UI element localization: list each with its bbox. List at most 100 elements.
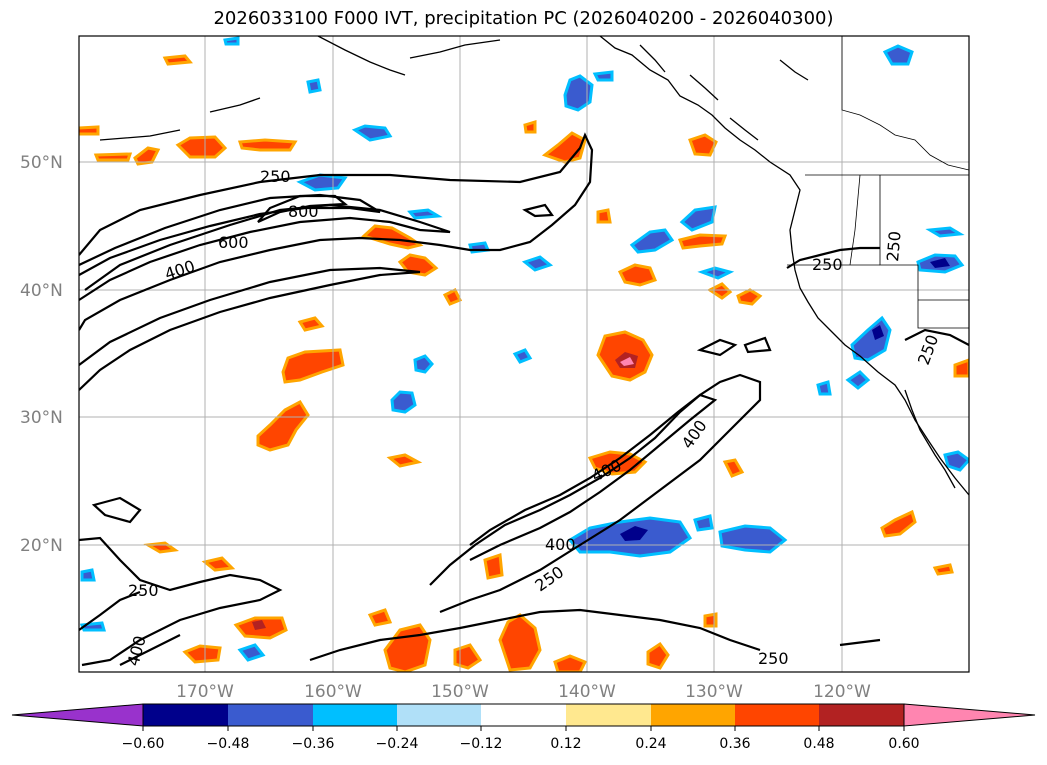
colorbar-segment xyxy=(819,704,904,726)
ivt-contour-blob xyxy=(91,203,772,524)
precip-blob-pos xyxy=(297,316,325,332)
colorbar-tick-label: −0.12 xyxy=(460,736,503,752)
colorbar-extend-high xyxy=(903,703,1036,727)
precip-blob-pos xyxy=(182,644,222,664)
lon-label: 150°W xyxy=(431,682,489,702)
colorbar-tick-label: −0.36 xyxy=(292,736,335,752)
colorbar-segment xyxy=(228,704,313,726)
precip-blob-neg xyxy=(882,44,914,66)
precip-blob-neg xyxy=(620,526,648,541)
precip-blob-pos xyxy=(722,458,745,478)
precip-blob-neg xyxy=(80,568,96,582)
precip-blob-pos xyxy=(707,282,733,300)
contour-label: 250 xyxy=(758,649,789,668)
precip-blob-neg xyxy=(521,255,554,272)
lat-label: 30°N xyxy=(20,408,63,428)
precip-blob-pos xyxy=(646,641,670,670)
precip-blob-pos xyxy=(237,138,298,152)
precip-blob-pos xyxy=(498,613,542,672)
ivt-contour-250-east xyxy=(904,328,969,346)
precip-blob-neg xyxy=(816,380,832,396)
precip-blob-neg xyxy=(237,643,266,662)
colorbar: −0.60 −0.48 −0.36 −0.24 −0.12 0.12 0.24 … xyxy=(11,703,1036,752)
ivt-contours xyxy=(79,132,969,667)
colorbar-ticks xyxy=(142,726,905,731)
ivt-contour-250-low xyxy=(309,608,881,662)
ivt-contour-250-band xyxy=(429,373,762,614)
colorbar-tick-label: −0.48 xyxy=(207,736,250,752)
ivt-contour-400 xyxy=(79,203,451,301)
ivt-contour-400b xyxy=(79,266,421,391)
precip-blob-neg xyxy=(845,370,871,390)
lon-label: 130°W xyxy=(685,682,743,702)
precip-blob-pos xyxy=(880,509,917,538)
colorbar-tick-label: −0.24 xyxy=(376,736,419,752)
precip-blob-pos xyxy=(688,133,718,157)
colorbar-segment xyxy=(566,704,651,726)
precip-shading xyxy=(79,36,969,672)
precip-blob-pos xyxy=(736,288,763,306)
precip-blob-neg xyxy=(563,74,594,112)
colorbar-segment xyxy=(481,704,566,726)
colorbar-tick-label: 0.36 xyxy=(719,736,750,752)
precip-blob-pos xyxy=(386,453,423,468)
ivt-contour-400-sw xyxy=(79,590,181,666)
lat-labels: 50°N 40°N 30°N 20°N xyxy=(20,153,63,556)
precip-blob-neg xyxy=(943,450,969,472)
contour-label: 250 xyxy=(812,255,843,274)
colorbar-segment xyxy=(313,704,397,726)
contour-label: 250 xyxy=(128,581,159,600)
colorbar-tick-label: 0.24 xyxy=(635,736,666,752)
precip-blob-pos xyxy=(93,152,133,162)
precip-blob-pos xyxy=(252,620,266,630)
contour-label: 800 xyxy=(288,202,319,221)
colorbar-segment xyxy=(143,704,228,726)
precip-blob-pos xyxy=(596,208,612,224)
ivt-contour-600 xyxy=(79,193,381,276)
contour-label: 250 xyxy=(883,230,905,262)
lat-label: 20°N xyxy=(20,536,63,556)
precip-blob-neg xyxy=(390,390,417,414)
contour-label: 400 xyxy=(545,535,576,554)
precip-blob-neg xyxy=(512,348,533,364)
colorbar-segment xyxy=(397,704,481,726)
colorbar-segment xyxy=(735,704,819,726)
precip-blob-pos xyxy=(620,357,634,366)
precip-blob-pos xyxy=(175,135,228,159)
precip-blob-pos xyxy=(953,358,969,378)
graticule xyxy=(79,36,969,672)
lon-label: 120°W xyxy=(813,682,871,702)
coastline xyxy=(99,36,969,496)
precip-blob-neg xyxy=(693,514,714,532)
precip-blob-pos xyxy=(367,608,393,627)
precip-blob-pos xyxy=(617,263,658,287)
precip-blob-pos xyxy=(79,125,100,136)
precip-blob-pos xyxy=(523,119,537,134)
precip-blob-neg xyxy=(930,258,950,268)
precip-blob-neg xyxy=(697,266,735,280)
colorbar-extend-low xyxy=(11,703,144,727)
lat-label: 40°N xyxy=(20,281,63,301)
precip-blob-pos xyxy=(703,612,718,628)
precip-blob-pos xyxy=(383,623,432,672)
ivt-contour-250-coast xyxy=(786,246,880,269)
precip-blob-neg xyxy=(872,325,884,340)
precip-blob-pos xyxy=(483,552,504,580)
precip-blob-pos xyxy=(133,146,161,166)
precip-blob-neg xyxy=(223,36,240,46)
precip-blob-neg xyxy=(925,226,965,238)
contour-label: 600 xyxy=(218,233,249,252)
precip-blob-pos xyxy=(932,563,954,576)
colorbar-tick-label: 0.12 xyxy=(550,736,581,752)
precip-blob-neg xyxy=(592,70,614,82)
lon-label: 170°W xyxy=(176,682,234,702)
lon-label: 160°W xyxy=(304,682,362,702)
lon-label: 140°W xyxy=(558,682,616,702)
lon-labels: 170°W 160°W 150°W 140°W 130°W 120°W xyxy=(176,682,871,702)
precip-blob-neg xyxy=(413,354,434,374)
lat-label: 50°N xyxy=(20,153,63,173)
map-frame xyxy=(78,35,970,673)
ivt-contour-800 xyxy=(257,194,348,224)
colorbar-tick-label: 0.48 xyxy=(803,736,834,752)
